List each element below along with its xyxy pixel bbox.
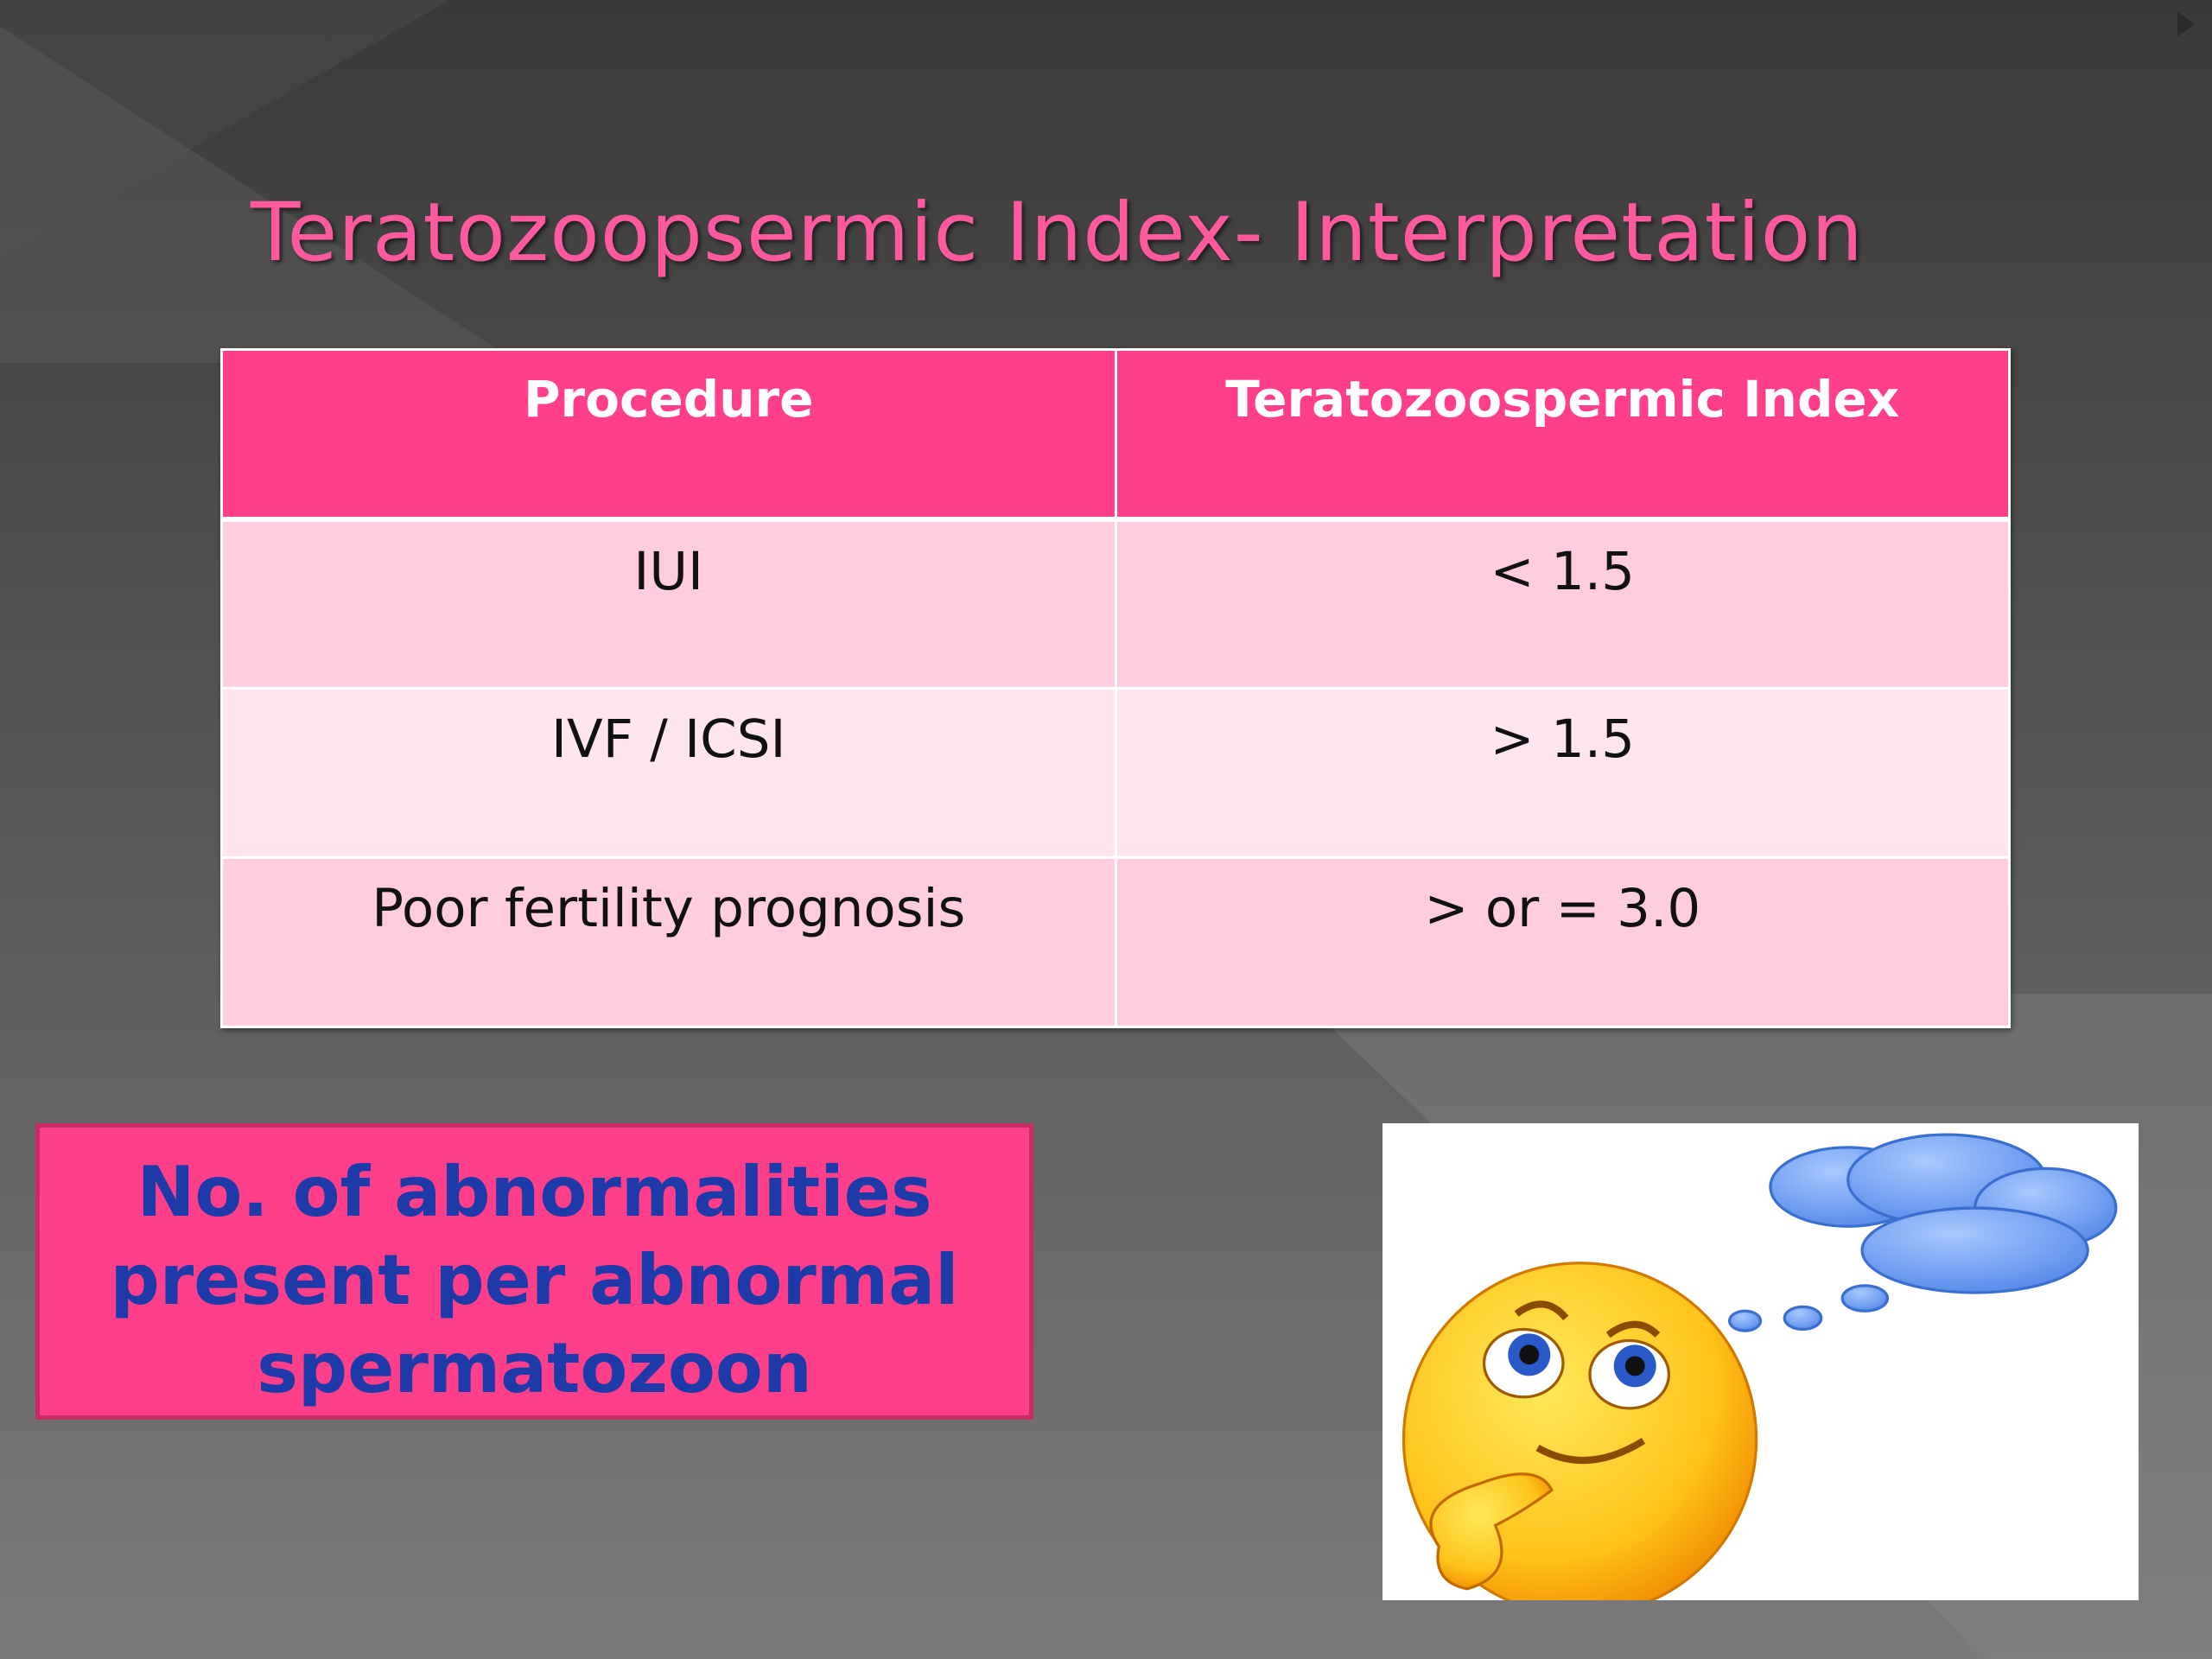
cell: > or = 3.0 (1114, 856, 2011, 1028)
cell: < 1.5 (1114, 518, 2011, 690)
slide-title: Teratozoopsermic Index- Interpretation (251, 186, 1864, 280)
header-row: Procedure Teratozoospermic Index (220, 348, 2011, 522)
cell: IVF / ICSI (220, 687, 1117, 859)
column-header: Procedure (220, 348, 1117, 522)
table: Procedure Teratozoospermic Index IUI < 1… (220, 348, 2011, 1028)
callout-box: No. of abnormalities present per abnorma… (35, 1123, 1033, 1420)
column-header: Teratozoospermic Index (1114, 348, 2011, 522)
row: IUI < 1.5 (220, 518, 2011, 690)
thinking-emoji-image (1382, 1123, 2139, 1600)
cell: IUI (220, 518, 1117, 690)
row: Poor fertility prognosis > or = 3.0 (220, 856, 2011, 1028)
row: IVF / ICSI > 1.5 (220, 687, 2011, 859)
cell: > 1.5 (1114, 687, 2011, 859)
callout-line: spermatozoon (257, 1328, 812, 1408)
callout-line: present per abnormal (110, 1240, 959, 1320)
callout-line: No. of abnormalities (137, 1152, 932, 1232)
cell: Poor fertility prognosis (220, 856, 1117, 1028)
